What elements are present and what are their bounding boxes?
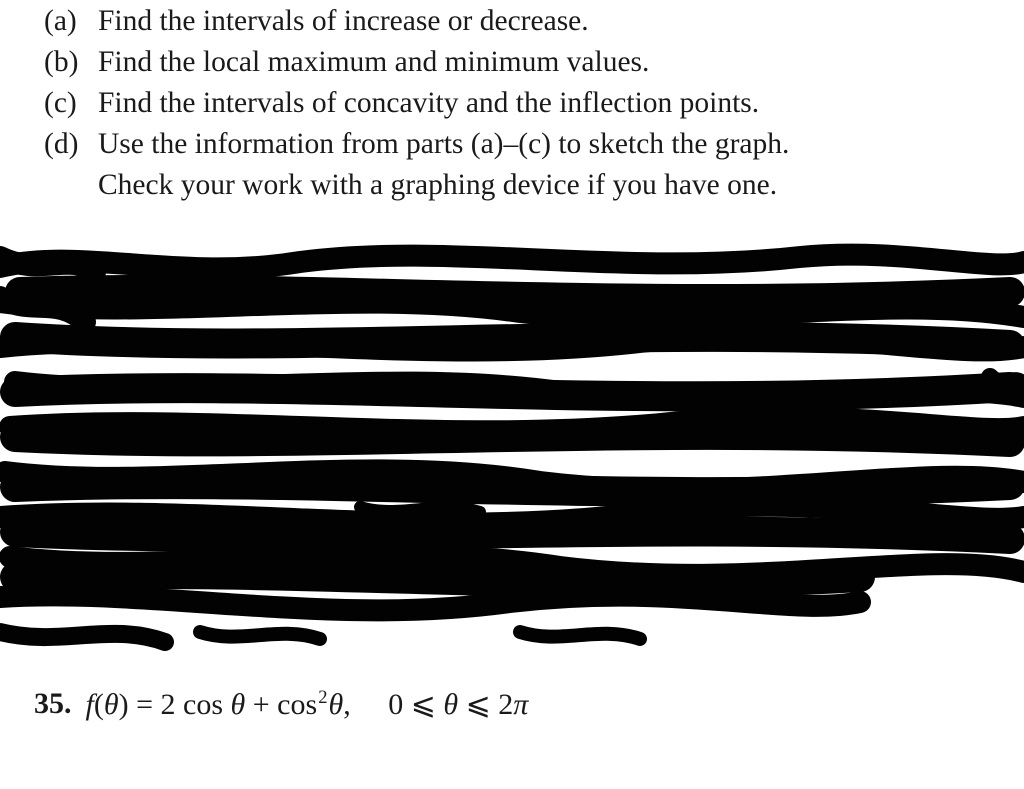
- expr-comma: ,: [343, 688, 351, 721]
- question-b-text: Find the local maximum and minimum value…: [98, 43, 649, 82]
- question-d-line2: Check your work with a graphing device i…: [44, 166, 1002, 205]
- question-a-label: (a): [44, 2, 98, 41]
- problem-number: 35.: [34, 687, 72, 721]
- problem-35: 35. f(θ) = 2 cos θ + cos2θ, 0 ⩽ θ ⩽ 2π: [34, 687, 1002, 722]
- question-c-label: (c): [44, 84, 98, 123]
- question-list: (a) Find the intervals of increase or de…: [44, 2, 1002, 205]
- question-a-text: Find the intervals of increase or decrea…: [98, 2, 589, 41]
- domain-pi: π: [513, 688, 528, 721]
- redaction-svg: [0, 227, 1024, 657]
- domain-lower: 0 ⩽: [388, 688, 443, 721]
- question-b: (b) Find the local maximum and minimum v…: [44, 43, 1002, 82]
- expr-theta-1: θ: [231, 688, 246, 721]
- question-c: (c) Find the intervals of concavity and …: [44, 84, 1002, 123]
- redaction-scribble: [0, 227, 1024, 657]
- question-d2-text: Check your work with a graphing device i…: [98, 166, 777, 205]
- page-root: (a) Find the intervals of increase or de…: [0, 2, 1024, 722]
- question-d: (d) Use the information from parts (a)–(…: [44, 125, 1002, 164]
- question-b-label: (b): [44, 43, 98, 82]
- expr-theta-2: θ: [328, 688, 343, 721]
- question-a: (a) Find the intervals of increase or de…: [44, 2, 1002, 41]
- domain-theta: θ: [443, 688, 458, 721]
- fn-f: f: [86, 688, 94, 721]
- expr-eq-2cos: = 2 cos: [129, 688, 231, 721]
- problem-expression: f(θ) = 2 cos θ + cos2θ, 0 ⩽ θ ⩽ 2π: [86, 687, 529, 722]
- fn-arg-theta: θ: [104, 688, 119, 721]
- question-c-text: Find the intervals of concavity and the …: [98, 84, 759, 123]
- fn-close-paren: ): [119, 688, 129, 721]
- question-d-text: Use the information from parts (a)–(c) t…: [98, 125, 789, 164]
- domain-upper: ⩽ 2: [458, 688, 513, 721]
- fn-open-paren: (: [94, 688, 104, 721]
- expr-plus-cos: + cos: [245, 688, 317, 721]
- question-d-label: (d): [44, 125, 98, 164]
- expr-squared: 2: [318, 687, 327, 708]
